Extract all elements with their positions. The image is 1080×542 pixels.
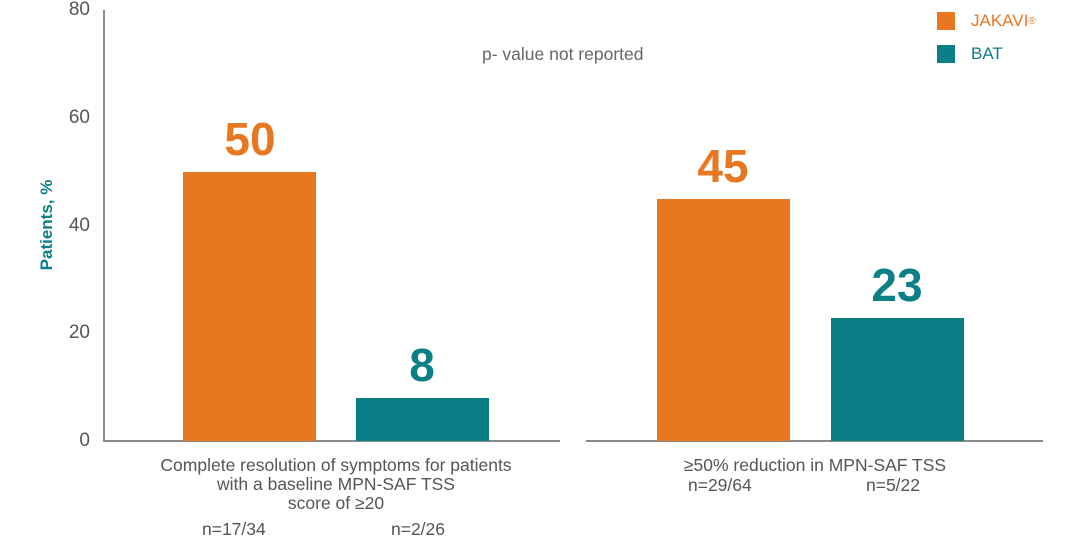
y-axis-line	[103, 10, 105, 441]
y-tick-0: 0	[79, 430, 90, 451]
category-label-group-1: Complete resolution of symptoms for pati…	[160, 455, 512, 513]
value-label-jakavi-group-1: 50	[224, 113, 276, 165]
n-jakavi-group-1: n=17/34	[202, 519, 266, 539]
n-bat-group-2: n=5/22	[866, 475, 921, 495]
value-label-bat-group-2: 23	[871, 259, 923, 311]
x-axis-line-group-1	[103, 440, 560, 442]
x-axis-line-group-2	[586, 440, 1043, 442]
bar-bat-group-1	[356, 398, 489, 441]
bar-bat-group-2	[831, 318, 964, 441]
n-bat-group-1: n=2/26	[391, 519, 446, 539]
legend-item-bat: BAT	[937, 44, 1003, 64]
y-tick-80: 80	[68, 0, 90, 20]
n-jakavi-group-2: n=29/64	[688, 475, 752, 495]
y-tick-40: 40	[68, 215, 90, 236]
bar-jakavi-group-1	[183, 172, 316, 441]
value-label-jakavi-group-2: 45	[697, 140, 749, 192]
p-value-note: p- value not reported	[482, 44, 644, 64]
legend-item-jakavi: JAKAVI ®	[937, 11, 1036, 31]
y-axis-label: Patients, %	[37, 179, 56, 271]
value-label-bat-group-1: 8	[409, 339, 435, 391]
category-label-group-2: ≥50% reduction in MPN-SAF TSS	[683, 455, 947, 475]
legend-swatch-jakavi	[937, 12, 955, 30]
bar-jakavi-group-2	[657, 199, 790, 441]
y-tick-20: 20	[68, 322, 90, 343]
legend-swatch-bat	[937, 45, 955, 63]
y-tick-60: 60	[68, 107, 90, 128]
